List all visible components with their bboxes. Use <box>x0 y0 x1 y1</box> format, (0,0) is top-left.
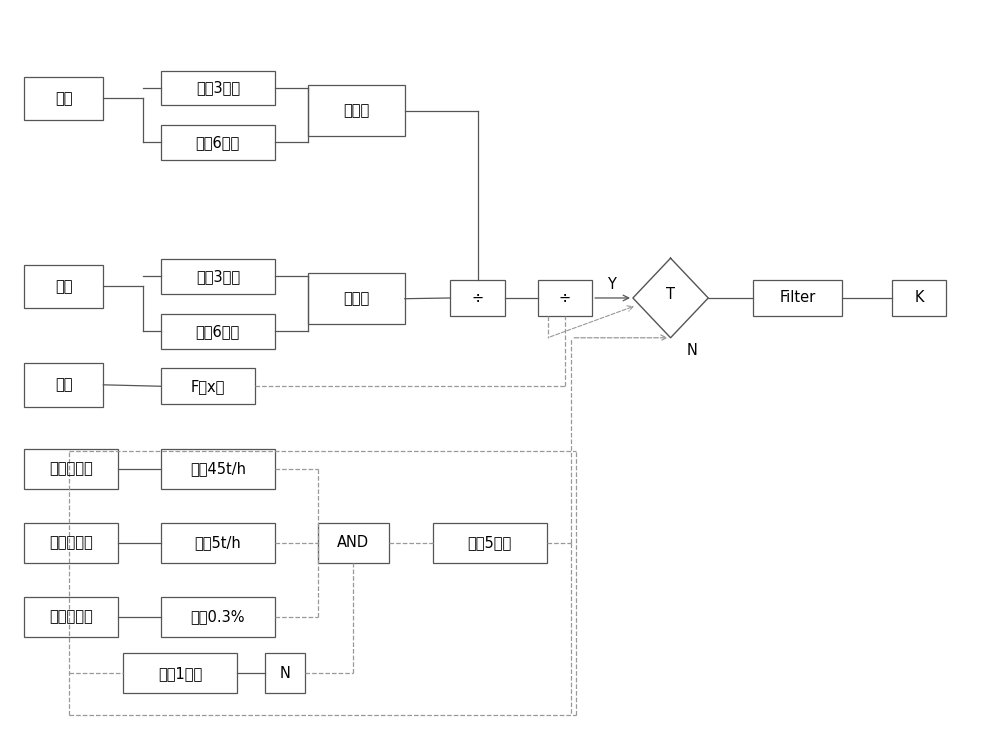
Text: AND: AND <box>337 535 369 550</box>
FancyBboxPatch shape <box>450 280 505 316</box>
FancyBboxPatch shape <box>24 523 118 563</box>
FancyBboxPatch shape <box>161 368 255 404</box>
FancyBboxPatch shape <box>265 653 305 693</box>
FancyBboxPatch shape <box>308 85 405 136</box>
FancyBboxPatch shape <box>161 71 275 105</box>
Text: 三取中: 三取中 <box>343 291 369 306</box>
FancyBboxPatch shape <box>24 265 103 308</box>
Text: 煤量变化率: 煤量变化率 <box>49 535 93 550</box>
Text: Filter: Filter <box>779 291 816 305</box>
Text: 小于0.3%: 小于0.3% <box>191 609 245 624</box>
Text: 延时1分钟: 延时1分钟 <box>158 665 202 681</box>
FancyBboxPatch shape <box>161 523 275 563</box>
FancyBboxPatch shape <box>161 259 275 294</box>
FancyBboxPatch shape <box>308 273 405 324</box>
Text: Y: Y <box>607 277 616 293</box>
FancyBboxPatch shape <box>24 449 118 489</box>
Text: 小于45t/h: 小于45t/h <box>190 462 246 477</box>
Text: 延时3分钟: 延时3分钟 <box>196 81 240 96</box>
Text: 氧量: 氧量 <box>55 377 72 392</box>
Text: T: T <box>666 287 675 302</box>
Text: N: N <box>279 665 290 681</box>
Text: ÷: ÷ <box>472 291 484 305</box>
FancyBboxPatch shape <box>161 314 275 348</box>
FancyBboxPatch shape <box>318 523 389 563</box>
FancyBboxPatch shape <box>24 77 103 120</box>
FancyBboxPatch shape <box>433 523 547 563</box>
Text: 三取中: 三取中 <box>343 103 369 118</box>
Text: 煤量: 煤量 <box>55 279 72 294</box>
Text: N: N <box>687 343 698 358</box>
FancyBboxPatch shape <box>123 653 237 693</box>
FancyBboxPatch shape <box>538 280 592 316</box>
Text: 氧量变化率: 氧量变化率 <box>49 609 93 624</box>
FancyBboxPatch shape <box>161 125 275 160</box>
Text: F（x）: F（x） <box>191 378 225 394</box>
Text: 风量变化率: 风量变化率 <box>49 462 93 477</box>
FancyBboxPatch shape <box>753 280 842 316</box>
Text: 延时3分钟: 延时3分钟 <box>196 269 240 284</box>
Text: 风量: 风量 <box>55 91 72 105</box>
FancyBboxPatch shape <box>24 597 118 637</box>
FancyBboxPatch shape <box>161 449 275 489</box>
Text: 延时5分钟: 延时5分钟 <box>467 535 512 550</box>
Text: 延时6分钟: 延时6分钟 <box>196 324 240 339</box>
FancyBboxPatch shape <box>24 363 103 406</box>
FancyBboxPatch shape <box>892 280 946 316</box>
Text: 小于5t/h: 小于5t/h <box>194 535 241 550</box>
FancyBboxPatch shape <box>161 597 275 637</box>
Text: ÷: ÷ <box>559 291 571 305</box>
Text: K: K <box>914 291 924 305</box>
Text: 延时6分钟: 延时6分钟 <box>196 135 240 150</box>
